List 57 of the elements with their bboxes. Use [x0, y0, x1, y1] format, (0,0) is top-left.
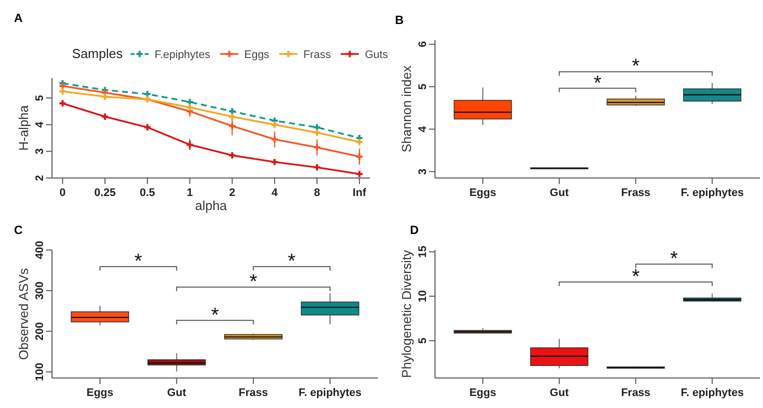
y-tick-label: 5 — [417, 84, 429, 90]
x-tick-label: Gut — [550, 386, 570, 399]
y-tick-label: 100 — [34, 362, 46, 382]
legend-label: F.epiphytes — [154, 49, 211, 61]
y-axis-title: H-alpha — [16, 104, 31, 151]
y-tick-label: 10 — [417, 290, 429, 302]
annotation: * — [632, 266, 640, 288]
y-axis-title: Observed ASVs — [16, 268, 31, 360]
annotation: * — [288, 250, 296, 273]
x-tick-label: Inf — [352, 186, 366, 199]
chart-title: A — [14, 11, 23, 25]
annotation: * — [670, 248, 678, 270]
chart-title: D — [410, 223, 419, 237]
x-tick-label: F. epiphytes — [680, 386, 744, 399]
x-tick-label: 2 — [229, 186, 236, 199]
x-tick-label: Frass — [621, 386, 650, 399]
chart-title: B — [395, 13, 404, 27]
legend-label: Frass — [303, 49, 332, 61]
chart-title: C — [14, 223, 23, 237]
x-tick-label: 8 — [314, 186, 320, 199]
annotation: * — [632, 56, 640, 78]
x-tick-label: F. epiphytes — [298, 386, 362, 399]
x-tick-label: Eggs — [469, 186, 496, 199]
y-tick-label: 200 — [34, 322, 46, 340]
y-tick-label: 3 — [417, 168, 429, 175]
x-tick-label: Gut — [550, 186, 570, 199]
y-tick-label: 4 — [34, 120, 46, 128]
y-tick-label: 6 — [417, 41, 429, 48]
y-tick-label: 400 — [34, 240, 46, 260]
x-tick-label: Gut — [167, 386, 186, 399]
x-tick-label: 1 — [186, 186, 193, 199]
x-tick-label: Frass — [621, 186, 650, 199]
y-axis-title: Shannon index — [399, 65, 414, 152]
y-tick-label: 5 — [34, 94, 46, 102]
y-tick-label: 4 — [417, 125, 429, 132]
y-tick-label: 3 — [34, 148, 46, 154]
legend-label: Eggs — [244, 49, 270, 61]
y-axis-title: Phylogenetic Diversity — [399, 250, 414, 378]
y-tick-label: 15 — [417, 246, 429, 258]
x-tick-label: F. epiphytes — [680, 186, 744, 199]
x-tick-label: Eggs — [86, 386, 114, 399]
y-tick-label: 5 — [417, 338, 429, 344]
annotation: * — [249, 271, 258, 294]
annotation: * — [211, 304, 220, 326]
legend-title: Samples — [72, 46, 124, 61]
annotation: * — [134, 250, 142, 273]
annotation: * — [594, 72, 602, 94]
x-tick-label: 0.25 — [94, 186, 116, 199]
x-axis-title: alpha — [195, 198, 228, 213]
x-tick-label: Frass — [238, 386, 268, 399]
x-tick-label: 0 — [60, 186, 66, 199]
x-tick-label: 4 — [272, 186, 279, 199]
x-tick-label: 0.5 — [140, 186, 156, 199]
x-tick-label: Eggs — [469, 386, 496, 399]
y-tick-label: 300 — [34, 281, 46, 300]
legend-label: Guts — [364, 49, 389, 61]
y-tick-label: 2 — [34, 174, 46, 182]
